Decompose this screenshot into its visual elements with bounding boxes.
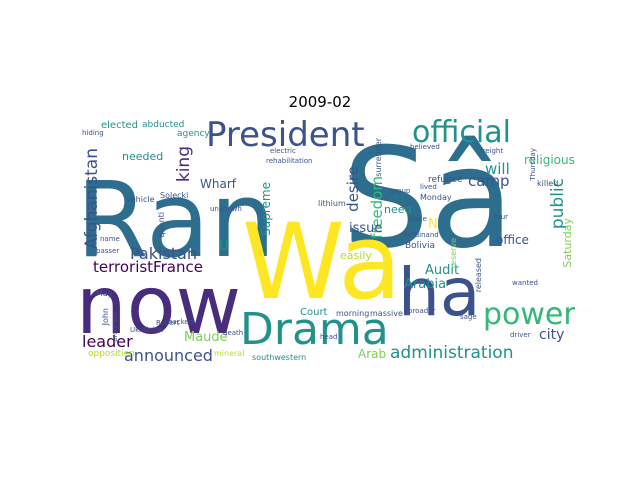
- word-leader: leader: [82, 332, 133, 351]
- word-cloud: Ran Sâ now Wa ha Drama President officia…: [80, 118, 575, 367]
- word-quanti: quanti: [157, 212, 166, 238]
- word-abducted: abducted: [142, 120, 185, 130]
- word-sage: sage: [460, 313, 477, 321]
- word-court: Court: [300, 307, 328, 318]
- word-arab: Arab: [358, 347, 387, 361]
- word-robert: Robert: [156, 319, 180, 327]
- word-believed: believed: [410, 143, 440, 151]
- word-sa: Sâ: [342, 118, 515, 279]
- word-vehicle: vehicle: [126, 195, 155, 204]
- word-name: name: [100, 235, 120, 243]
- word-religious: religious: [524, 153, 575, 167]
- word-president: President: [206, 118, 365, 155]
- word-wharf: Wharf: [200, 177, 236, 191]
- word-saturday: Saturday: [561, 218, 574, 268]
- word-driver: driver: [510, 331, 531, 339]
- word-surrender: surrender: [374, 138, 383, 177]
- word-administration: administration: [390, 343, 514, 363]
- word-morning: morning: [336, 309, 370, 318]
- word-arabia: Arabia: [404, 277, 447, 292]
- word-death: death: [223, 329, 244, 337]
- word-drama: Drama: [240, 304, 389, 355]
- word-head: head: [320, 333, 338, 341]
- word-thursday: Thursday: [529, 148, 537, 181]
- word-lithium: lithium: [318, 199, 346, 208]
- word-city: city: [539, 327, 565, 343]
- word-u: U: [219, 239, 229, 254]
- word-monday: Monday: [420, 193, 452, 202]
- word-place: place: [408, 215, 427, 223]
- word-lived: lived: [420, 183, 437, 191]
- word-passer: passer: [96, 247, 120, 255]
- word-killed: killed: [537, 179, 559, 188]
- word-solecki: Solecki: [160, 191, 189, 200]
- word-unknown: unknown: [210, 205, 242, 213]
- word-ukrainian: Ukrainian: [130, 326, 164, 334]
- word-massive: massive: [370, 309, 403, 318]
- word-reserve: reserve: [449, 238, 458, 269]
- word-four: four: [494, 213, 509, 221]
- word-opposition: opposition: [88, 349, 135, 359]
- word-power: power: [483, 297, 575, 332]
- word-bolivia: Bolivia: [405, 241, 436, 251]
- word-program: program: [111, 312, 119, 342]
- word-wanted: wanted: [512, 279, 538, 287]
- chart-title: 2009-02: [288, 93, 352, 111]
- word-pakistan: Pakistan: [130, 244, 197, 263]
- word-ran: Ran: [80, 159, 276, 281]
- word-now: now: [80, 259, 242, 352]
- word-mineral: mineral: [214, 349, 245, 358]
- word-hacked: hacked: [168, 318, 194, 326]
- word-needed: needed: [122, 150, 164, 163]
- word-released: released: [474, 258, 483, 293]
- word-ferdinand: Ferdinand: [404, 231, 439, 239]
- word-afghanistan: Afghanistan: [82, 148, 102, 250]
- word-may: May: [96, 289, 113, 298]
- word-hiding: hiding: [82, 129, 104, 137]
- word-wa: Wa: [242, 201, 402, 323]
- word-agency: agency: [177, 129, 210, 139]
- word-electric: electric: [270, 147, 296, 155]
- word-audit: Audit: [425, 263, 460, 278]
- word-ha: ha: [398, 254, 481, 331]
- word-desire: desire: [344, 166, 362, 212]
- word-john: John: [101, 308, 110, 326]
- word-easily: easily: [340, 249, 372, 262]
- word-broader: broader: [408, 307, 436, 315]
- word-office: office: [496, 233, 529, 247]
- word-group: group: [390, 187, 411, 195]
- word-southwestern: southwestern: [252, 353, 307, 362]
- word-maude: Maude: [184, 330, 228, 345]
- word-need: need: [384, 203, 412, 216]
- word-supreme: Supreme: [259, 182, 273, 236]
- word-n: N: [428, 217, 438, 232]
- word-king: king: [174, 146, 194, 183]
- word-official: official: [412, 118, 511, 150]
- word-rehabilitation: rehabilitation: [266, 157, 313, 165]
- word-freight: freight: [480, 147, 504, 155]
- word-announced: announced: [124, 346, 213, 365]
- word-issue: issue: [349, 221, 383, 236]
- word-refugee: refugee: [428, 175, 463, 185]
- word-camp: camp: [468, 172, 510, 190]
- word-terrorist-france: terroristFrance: [93, 258, 203, 276]
- word-elected: elected: [101, 120, 139, 131]
- word-will: will: [485, 160, 510, 178]
